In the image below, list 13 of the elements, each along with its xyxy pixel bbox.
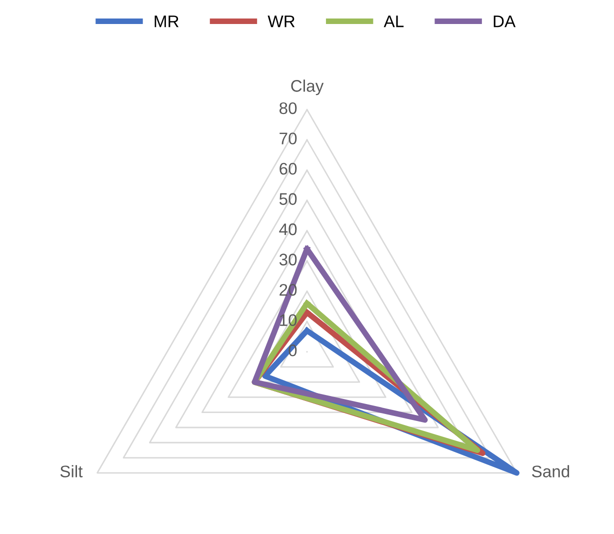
y-tick-label: 60: [280, 162, 297, 175]
spoke-label: Clay: [291, 80, 324, 96]
legend-label: WR: [268, 16, 295, 28]
spoke-label: Sand: [532, 465, 570, 478]
legend-label: DA: [494, 16, 516, 28]
y-tick-label: 50: [279, 193, 297, 205]
spoke-label: Silt: [60, 465, 83, 478]
y-tick-label: 30: [279, 254, 297, 266]
legend-label: MR: [154, 16, 179, 28]
y-tick-label: 40: [279, 223, 297, 236]
y-tick-label: 70: [280, 132, 297, 144]
y-tick-label: 80: [280, 102, 297, 114]
legend-label: AL: [384, 16, 404, 28]
